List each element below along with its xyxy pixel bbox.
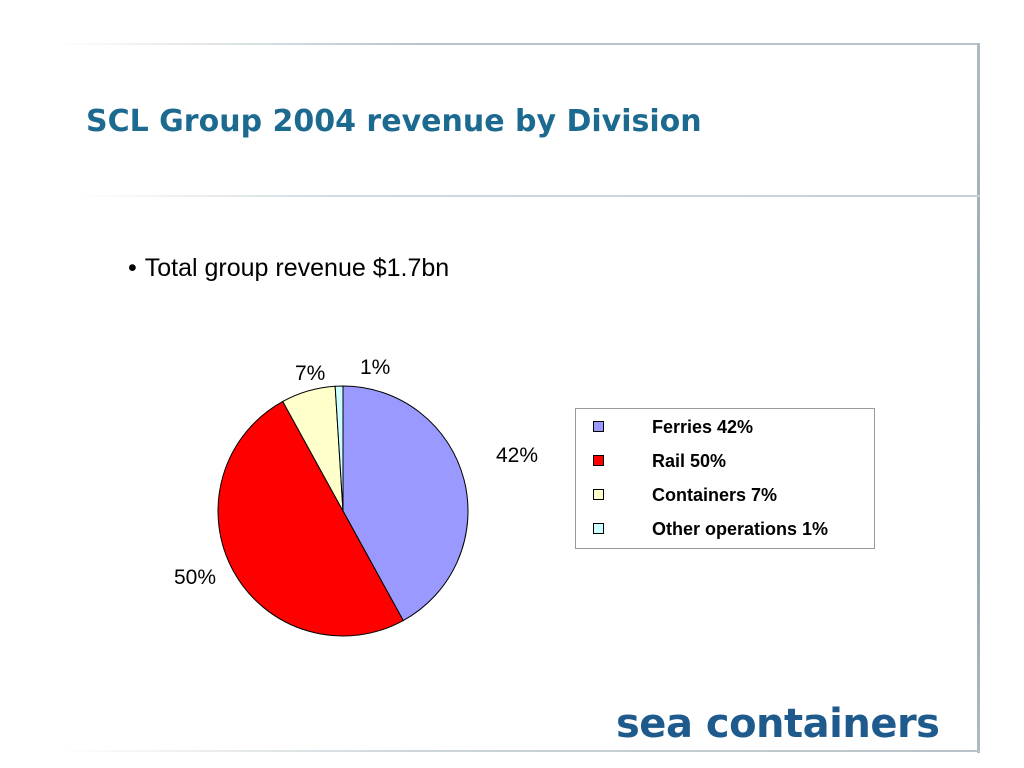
legend-label-ferries: Ferries 42% <box>652 417 754 437</box>
pie-slice-ferries <box>342 385 469 622</box>
sea-containers-logo: sea containers <box>616 701 940 747</box>
legend-label-containers: Containers 7% <box>652 485 778 505</box>
data-label-other-operations: 1% <box>360 356 391 379</box>
legend-item-rail: Rail 50% <box>576 449 874 473</box>
bottom-rule <box>55 750 980 752</box>
page-title: SCL Group 2004 revenue by Division <box>86 104 702 139</box>
bullet-icon: • <box>128 254 137 282</box>
legend-item-containers: Containers 7% <box>576 483 874 507</box>
pie-slice-rail <box>217 400 404 637</box>
legend-item-ferries: Ferries 42% <box>576 415 874 439</box>
legend-swatch-containers <box>593 489 604 500</box>
legend-swatch-ferries <box>593 421 604 432</box>
chart-legend: Ferries 42% Rail 50% Containers 7% Other… <box>575 408 875 549</box>
data-label-rail: 50% <box>174 566 217 589</box>
bullet-point: • Total group revenue $1.7bn <box>128 254 449 283</box>
data-label-containers: 7% <box>295 362 326 385</box>
legend-swatch-other-operations <box>593 523 604 534</box>
top-rule <box>55 43 980 45</box>
legend-label-other-operations: Other operations 1% <box>652 519 829 539</box>
title-underline <box>75 195 980 197</box>
legend-label-rail: Rail 50% <box>652 451 727 471</box>
right-rule <box>977 43 980 753</box>
legend-item-other-operations: Other operations 1% <box>576 517 874 541</box>
pie-slice-other-operations <box>334 385 344 512</box>
bullet-text: Total group revenue $1.7bn <box>144 254 450 282</box>
data-label-ferries: 42% <box>496 444 539 467</box>
legend-swatch-rail <box>593 455 604 466</box>
